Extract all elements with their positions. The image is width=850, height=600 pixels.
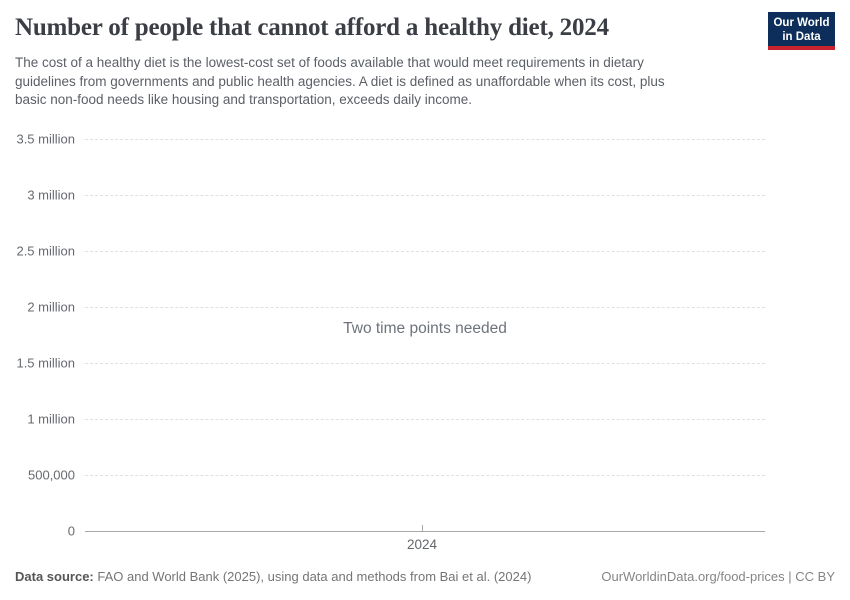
y-axis-tick-label: 0 [67,523,75,539]
data-source-label: Data source: [15,569,94,584]
no-data-message: Two time points needed [343,320,507,337]
gridline [85,419,765,420]
gridline [85,251,765,252]
gridline [85,363,765,364]
x-axis-line [85,531,765,532]
owid-logo-text-line1: Our World [773,17,830,29]
data-source: Data source: FAO and World Bank (2025), … [15,569,531,584]
x-axis-tick-label: 2024 [406,537,438,552]
subtitle-line: The cost of a healthy diet is the lowest… [15,55,644,70]
y-axis-tick-label: 1 million [27,411,75,427]
chart-footer: Data source: FAO and World Bank (2025), … [15,569,835,584]
owid-logo-text-line2: in Data [782,31,821,43]
y-axis-tick-label: 2 million [27,299,75,315]
subtitle-line: guidelines from governments and public h… [15,73,665,89]
y-axis-tick-label: 500,000 [28,467,75,483]
y-axis-tick-label: 2.5 million [16,243,75,259]
page-title: Number of people that cannot afford a he… [15,14,609,41]
chart-subtitle: The cost of a healthy diet is the lowest… [15,54,735,110]
gridline [85,139,765,140]
gridline [85,475,765,476]
owid-logo[interactable]: Our World in Data [768,12,835,50]
y-axis-tick-label: 3.5 million [16,131,75,147]
gridline [85,195,765,196]
y-axis-tick-label: 3 million [27,187,75,203]
gridline [85,307,765,308]
data-source-text: FAO and World Bank (2025), using data an… [93,569,532,584]
y-axis-tick-label: 1.5 million [16,355,75,371]
x-axis-tick-mark [422,525,423,531]
credit-link[interactable]: OurWorldinData.org/food-prices | CC BY [601,569,835,584]
subtitle-line: basic non-food needs like housing and tr… [15,92,473,107]
